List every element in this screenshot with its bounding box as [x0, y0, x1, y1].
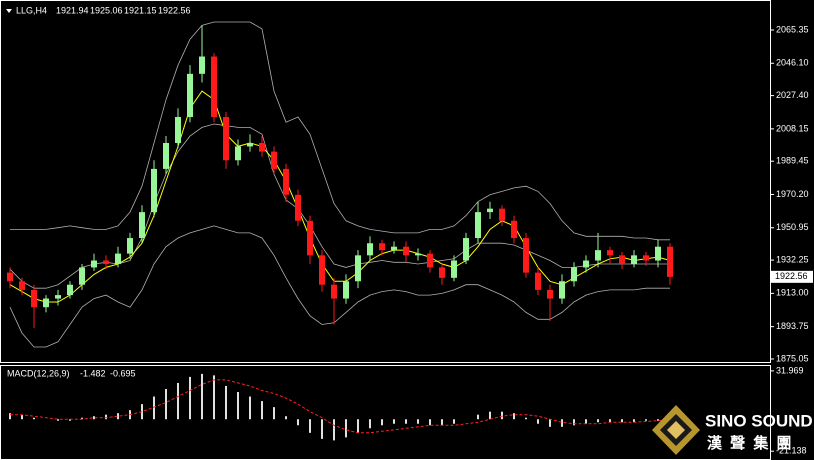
- candle-body: [103, 260, 109, 264]
- candle-body: [247, 142, 253, 147]
- candle-body: [79, 267, 85, 285]
- header-value: 1925.06: [90, 5, 123, 15]
- candle-body: [427, 253, 433, 268]
- candle-body: [67, 284, 73, 296]
- y-tick-label: 2046.10: [776, 58, 809, 68]
- candle-body: [223, 117, 229, 161]
- candle-body: [631, 255, 637, 264]
- candle-body: [343, 281, 349, 299]
- candle-body: [91, 260, 97, 268]
- candle-body: [367, 243, 373, 256]
- candle-body: [187, 73, 193, 118]
- candle-body: [547, 289, 553, 299]
- candle-body: [115, 253, 121, 264]
- candle-body: [307, 220, 313, 256]
- candle-body: [667, 246, 673, 277]
- header-value: -0.695: [110, 368, 136, 378]
- candle-body: [355, 255, 361, 282]
- candle-body: [259, 142, 265, 152]
- candle-body: [127, 238, 133, 254]
- macd-label: MACD(12,26,9): [7, 368, 70, 378]
- header-value: 1921.94: [56, 5, 89, 15]
- main-panel-border: [0, 0, 771, 363]
- candle-body: [403, 246, 409, 256]
- candle-body: [271, 151, 277, 169]
- y-tick-label: 1893.75: [776, 321, 809, 331]
- candle-body: [595, 250, 601, 261]
- y-tick-label: -21.138: [776, 446, 807, 456]
- candle-body: [523, 238, 529, 273]
- ohlc-header: 1921.94 1925.06 1921.15 1922.56: [56, 5, 191, 15]
- candle-body: [643, 255, 649, 261]
- signal-line: [10, 379, 671, 434]
- candle-body: [379, 243, 385, 251]
- candle-body: [655, 246, 661, 261]
- candle-body: [175, 117, 181, 143]
- y-tick-label: 1970.20: [776, 189, 809, 199]
- brand-text: SINO SOUND: [705, 411, 813, 430]
- header-value: 1922.56: [158, 5, 191, 15]
- y-tick-label: 31.969: [776, 365, 804, 375]
- header-arrow: [6, 9, 12, 13]
- last-price-label: 1922.56: [775, 271, 808, 281]
- candle-body: [499, 208, 505, 221]
- candle-body: [331, 284, 337, 299]
- candle-body: [235, 146, 241, 161]
- y-tick-label: 1950.95: [776, 222, 809, 232]
- logo-core: [667, 421, 685, 439]
- y-tick-label: 1932.25: [776, 254, 809, 264]
- candle-body: [535, 272, 541, 290]
- candle-body: [199, 56, 205, 74]
- last-price-box: [771, 270, 813, 283]
- candle-body: [571, 267, 577, 282]
- y-tick-label: 2065.35: [776, 24, 809, 34]
- candle-body: [151, 168, 157, 213]
- candle-body: [163, 142, 169, 169]
- candle-body: [211, 56, 217, 118]
- y-tick-label: 2008.15: [776, 123, 809, 133]
- candle-body: [391, 246, 397, 251]
- y-tick-label: 2027.40: [776, 90, 809, 100]
- candle-body: [31, 289, 37, 308]
- candle-body: [463, 238, 469, 261]
- candle-body: [139, 212, 145, 239]
- logo: SINO SOUND 漢 聲 集 團: [652, 405, 813, 455]
- header-value: -1.482: [80, 368, 106, 378]
- candle-body: [439, 267, 445, 278]
- candle-body: [559, 281, 565, 299]
- y-tick-label: 1913.00: [776, 288, 809, 298]
- macd-header: -1.482 -0.695: [80, 368, 136, 378]
- candle-body: [283, 168, 289, 195]
- candle-body: [475, 212, 481, 239]
- header-value: 1921.15: [124, 5, 157, 15]
- candle-body: [7, 272, 13, 282]
- indicator-line: [9, 225, 670, 348]
- candle-body: [607, 250, 613, 256]
- y-tick-label: 1875.05: [776, 353, 809, 363]
- candle-body: [487, 208, 493, 213]
- candle-body: [619, 255, 625, 264]
- candle-body: [55, 295, 61, 299]
- candle-body: [295, 194, 301, 221]
- candle-body: [511, 220, 517, 239]
- indicator-line: [10, 21, 670, 241]
- symbol-label: LLG,H4: [16, 5, 47, 15]
- candle-body: [319, 255, 325, 285]
- brand-chinese: 漢 聲 集 團: [707, 434, 794, 452]
- candle-body: [583, 260, 589, 268]
- candle-body: [415, 253, 421, 256]
- candle-body: [43, 298, 49, 308]
- candle-body: [19, 281, 25, 290]
- y-tick-label: 1989.45: [776, 156, 809, 166]
- candle-body: [451, 260, 457, 278]
